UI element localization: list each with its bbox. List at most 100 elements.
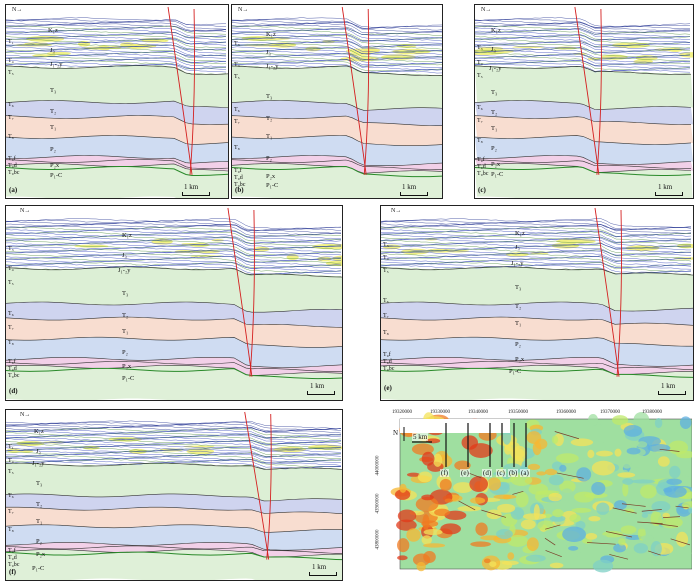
strata-band (6, 524, 342, 551)
map-patch (548, 492, 562, 502)
reflector-line (6, 265, 342, 276)
reflector-line (475, 21, 691, 32)
horizon-line (381, 356, 693, 367)
horizon-label: T₈ (234, 145, 240, 151)
reflector-line (6, 244, 342, 256)
horizon-label: T₅ (383, 268, 389, 274)
horizon-line (232, 155, 442, 166)
reflector-line (475, 44, 691, 54)
horizon-line (6, 542, 342, 551)
reflector-line (6, 60, 227, 70)
reflector-line (6, 433, 342, 442)
basement-line (6, 166, 228, 176)
unit-label: P₁-C (509, 368, 522, 375)
reflector-line (6, 62, 227, 70)
horizon-label: T₉f (8, 359, 16, 365)
map-patch (417, 471, 433, 483)
horizon-label: T₉d (477, 164, 486, 170)
horizon-label: T₇ (8, 115, 14, 121)
map-patch (483, 558, 491, 564)
map-patch (555, 453, 579, 464)
reflector-line (6, 263, 342, 275)
unit-label: P₁-C (266, 182, 279, 189)
horizon-line (475, 155, 692, 165)
unit-label: T₃ (122, 290, 129, 297)
scale-label: 1 km (658, 183, 673, 191)
reflector-line (6, 448, 342, 457)
seismic-panel-b: N→ T₃ T₄ T₅ T₆ T₇ T₈ T₉f T₉d T₉bc K₁z J₃… (231, 4, 443, 199)
reflector-line (232, 47, 442, 59)
unit-label: T₁ (36, 518, 43, 525)
map-patch (399, 483, 407, 493)
fault-line (616, 209, 622, 377)
horizon-line (475, 65, 692, 75)
map-fault (545, 550, 562, 557)
map-blank-area (400, 419, 510, 433)
map-patch (489, 561, 497, 567)
map-patch (654, 417, 663, 429)
strata-band (475, 163, 693, 198)
scale-label: 1 km (661, 382, 676, 390)
strata-band (6, 365, 342, 400)
scale-bar (400, 192, 428, 196)
section-graphic (6, 207, 342, 400)
map-patch (526, 431, 542, 444)
horizon-line (6, 493, 342, 502)
horizon-line (381, 336, 693, 347)
strata-band (6, 65, 228, 108)
map-patch (434, 508, 450, 517)
map-patch (568, 545, 579, 551)
strata-band (6, 266, 342, 313)
map-patch (591, 481, 606, 495)
reflector-line (6, 444, 342, 453)
reflector-line (6, 232, 342, 244)
unit-label: T₃ (266, 93, 273, 100)
unit-label: T₂ (122, 312, 129, 319)
map-patch (625, 534, 643, 540)
horizon-line (6, 135, 228, 145)
reflector-line (6, 455, 342, 464)
map-patch (620, 525, 637, 535)
map-patch (588, 516, 601, 522)
map-patch (522, 513, 547, 520)
yellow-patch (475, 49, 505, 56)
horizon-line (6, 361, 342, 372)
reflector-line (381, 222, 692, 231)
map-patch (614, 448, 622, 457)
map-patch (475, 522, 488, 536)
map-section-label: (d) (482, 469, 493, 477)
yellow-patch (667, 47, 683, 53)
fault-line (249, 209, 255, 377)
reflector-line (6, 46, 227, 56)
map-fault (554, 431, 579, 440)
map-patch (397, 509, 417, 523)
map-patch (576, 458, 589, 464)
map-patch (651, 501, 671, 513)
strata-band (475, 135, 693, 165)
unit-label: P₂x (515, 356, 525, 363)
reflector-line (381, 256, 692, 266)
unit-label: J₃ (50, 47, 55, 54)
map-patch (493, 494, 517, 500)
reflector-line (475, 24, 691, 34)
horizon-line (6, 462, 342, 470)
reflector-line (6, 225, 342, 237)
horizon-label: T₄ (8, 458, 14, 464)
unit-label: J₁-₂y (266, 63, 279, 70)
horizon-label: T₆ (234, 107, 240, 113)
map-fault (481, 509, 507, 518)
unit-label: K₁z (122, 232, 132, 239)
unit-label: P₂x (266, 173, 276, 180)
reflector-line (232, 25, 442, 36)
reflector-line (475, 34, 691, 45)
unit-label: P₂x (50, 162, 60, 169)
horizon-label: T₅ (234, 74, 240, 80)
map-patch (406, 472, 421, 477)
strata-band (6, 115, 228, 145)
horizon-label: T₈ (8, 134, 14, 140)
map-fault (650, 522, 678, 527)
seismic-panel-d: N→ T₃ T₄ T₅ T₆ T₇ T₈ T₉f T₉d T₉bc K₁z J₃… (5, 205, 343, 401)
unit-label: J₁-₂y (50, 61, 63, 68)
map-patch (622, 482, 629, 497)
map-patch (453, 482, 473, 494)
